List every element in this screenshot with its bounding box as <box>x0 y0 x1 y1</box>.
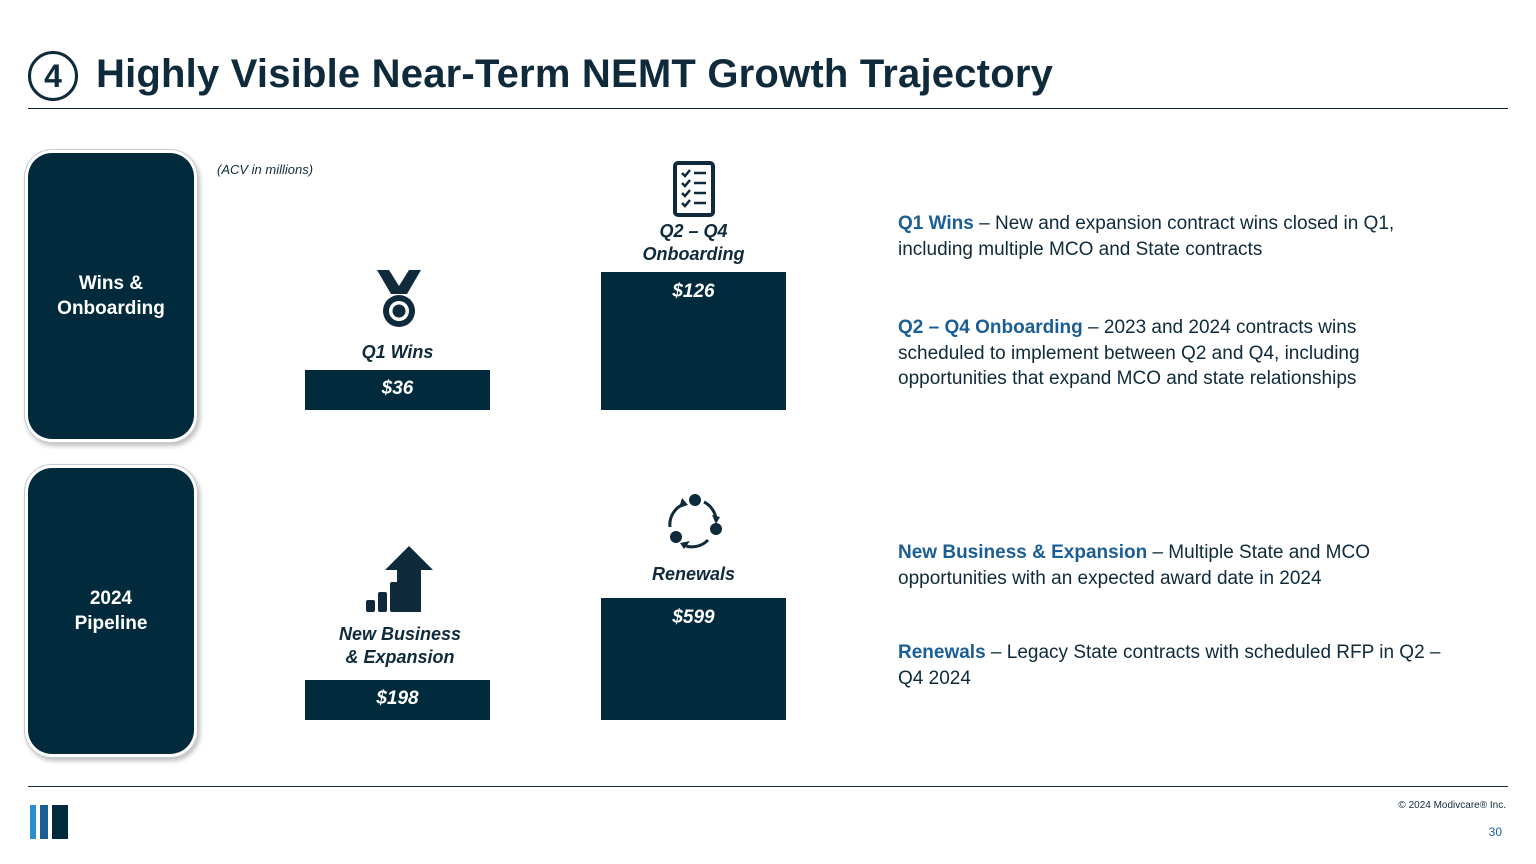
desc-q2-q4-onboarding: Q2 – Q4 Onboarding – 2023 and 2024 contr… <box>898 315 1418 392</box>
desc-renewals: Renewals – Legacy State contracts with s… <box>898 640 1443 691</box>
desc-lead: Renewals <box>898 642 986 663</box>
wins-onboarding-label: Wins & Onboarding <box>28 153 194 439</box>
logo-bar-dark <box>52 805 68 839</box>
bar-label-q2-q4-onboarding: Q2 – Q4 Onboarding <box>642 221 745 264</box>
bar-renewals: $599 <box>601 598 786 720</box>
logo-bar-light <box>30 805 36 839</box>
logo-bar-mid <box>40 805 48 839</box>
bar-q2-q4-onboarding: $126 <box>601 272 786 410</box>
desc-lead: Q2 – Q4 Onboarding <box>898 317 1083 338</box>
growth-chart-icon <box>366 546 433 612</box>
checklist-icon <box>673 161 715 217</box>
cycle-icon <box>668 494 722 549</box>
desc-q1-wins: Q1 Wins – New and expansion contract win… <box>898 211 1468 262</box>
medal-icon <box>377 270 421 327</box>
desc-text: – Multiple State and MCO opportunities w… <box>898 542 1371 589</box>
acv-note: (ACV in millions) <box>217 162 314 177</box>
desc-text: – 2023 and 2024 contracts wins scheduled… <box>898 317 1360 389</box>
bar-value-q2-q4-onboarding: $126 <box>672 281 715 302</box>
desc-new-business: New Business & Expansion – Multiple Stat… <box>898 540 1438 591</box>
footer-divider <box>28 786 1508 787</box>
bar-value-renewals: $599 <box>672 607 715 628</box>
section-number-badge: 4 <box>28 51 78 101</box>
desc-text: – New and expansion contract wins closed… <box>898 213 1395 260</box>
desc-text: – Legacy State contracts with scheduled … <box>898 642 1441 689</box>
desc-lead: Q1 Wins <box>898 213 974 234</box>
bar-label-q1-wins: Q1 Wins <box>361 342 434 362</box>
page-title: Highly Visible Near-Term NEMT Growth Tra… <box>96 52 1054 96</box>
pipeline-label: 2024 Pipeline <box>28 468 194 754</box>
title-divider <box>28 108 1508 109</box>
bar-q1-wins: $36 <box>305 370 490 410</box>
desc-lead: New Business & Expansion <box>898 542 1148 563</box>
company-logo <box>30 805 70 839</box>
bar-new-business: $198 <box>305 680 490 720</box>
bar-label-new-business: New Business & Expansion <box>338 624 462 667</box>
bar-value-q1-wins: $36 <box>381 378 414 399</box>
bar-value-new-business: $198 <box>376 688 419 709</box>
copyright: © 2024 Modivcare® Inc. <box>1398 800 1506 811</box>
page-number: 30 <box>1488 825 1502 839</box>
bar-label-renewals: Renewals <box>651 564 736 584</box>
